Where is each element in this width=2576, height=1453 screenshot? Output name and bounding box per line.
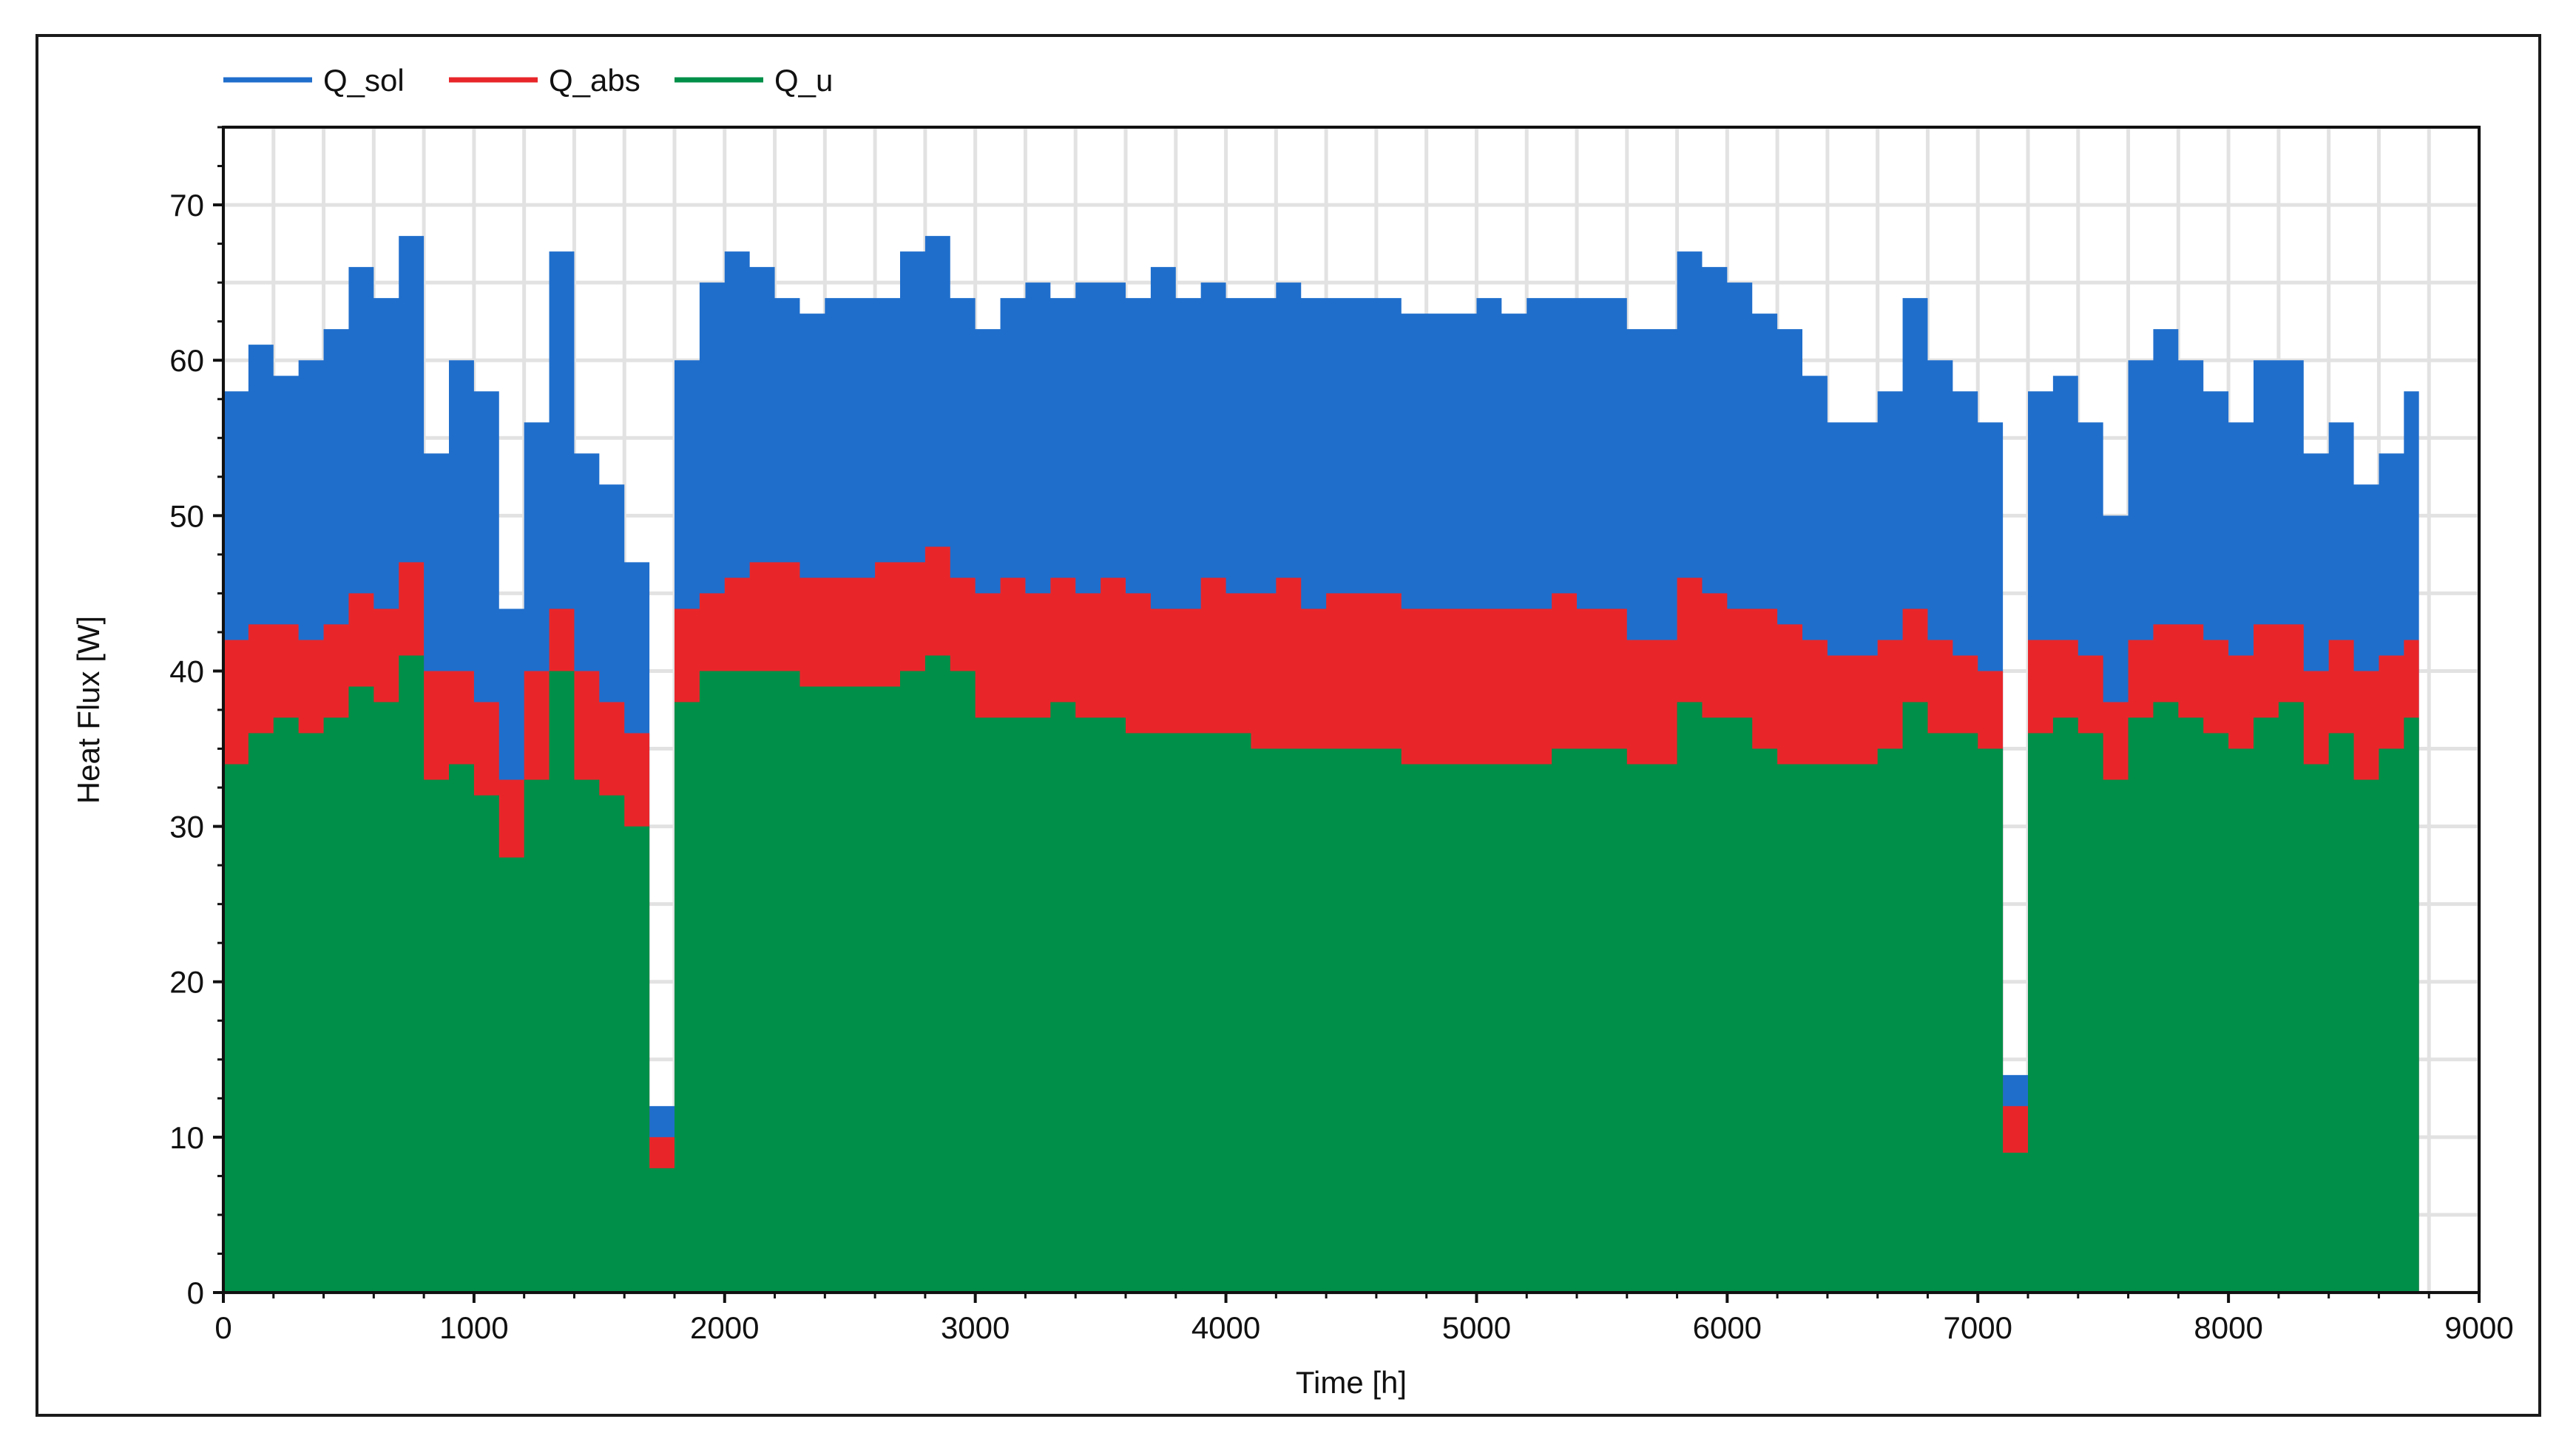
series-area-q_u	[223, 655, 2419, 1293]
y-axis-title: Heat Flux [W]	[71, 616, 106, 804]
legend-label-q_sol: Q_sol	[323, 63, 405, 98]
x-tick-label: 9000	[2444, 1310, 2513, 1345]
x-tick-label: 2000	[690, 1310, 759, 1345]
x-tick-label: 4000	[1191, 1310, 1260, 1345]
y-tick-label: 60	[169, 343, 204, 378]
x-tick-label: 7000	[1944, 1310, 2012, 1345]
chart-canvas: 0 1000 2000 3000 4000 5000 6000 7000 8000 9000 0 10…	[71, 63, 2514, 1400]
x-tick-label: 0	[214, 1310, 231, 1345]
chart-frame: 0 1000 2000 3000 4000 5000 6000 7000 8000 9000 0 10…	[36, 34, 2541, 1417]
x-tick-label: 1000	[439, 1310, 508, 1345]
legend-label-q_abs: Q_abs	[549, 63, 640, 98]
y-tick-label: 20	[169, 965, 204, 1000]
x-tick-label: 8000	[2194, 1310, 2262, 1345]
y-tick-label: 30	[169, 810, 204, 844]
y-tick-label: 70	[169, 188, 204, 223]
y-tick-label: 50	[169, 498, 204, 533]
x-axis-title: Time [h]	[1296, 1365, 1407, 1400]
y-tick-label: 0	[187, 1276, 204, 1310]
legend: Q_sol Q_abs Q_u	[223, 63, 833, 98]
x-tick-label: 5000	[1442, 1310, 1511, 1345]
x-tick-label: 3000	[941, 1310, 1010, 1345]
plot-area	[223, 236, 2419, 1293]
x-tick-label: 6000	[1693, 1310, 1762, 1345]
axes: 0 1000 2000 3000 4000 5000 6000 7000 8000 9000 0 10…	[169, 126, 2514, 1345]
y-tick-label: 40	[169, 654, 204, 688]
y-tick-label: 10	[169, 1120, 204, 1155]
legend-label-q_u: Q_u	[774, 63, 833, 98]
